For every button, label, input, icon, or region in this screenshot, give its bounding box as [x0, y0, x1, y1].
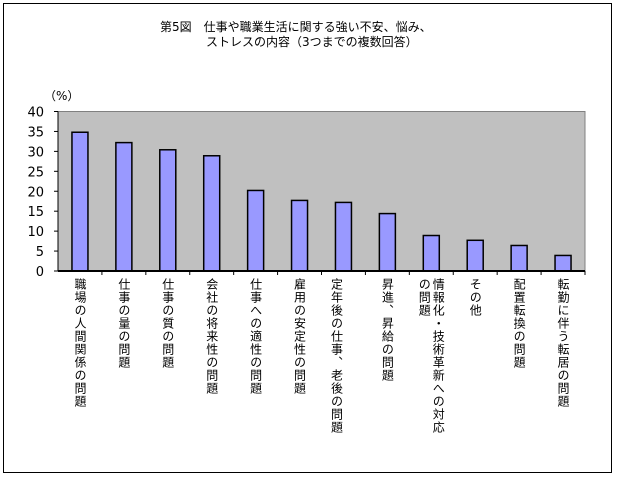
- y-tick-label: 40: [27, 106, 44, 121]
- bar: [554, 254, 572, 272]
- x-tick-label: 職場の人間関係の問題: [72, 278, 87, 408]
- bar: [510, 244, 528, 272]
- bar: [202, 155, 221, 272]
- y-tick-label: 10: [27, 225, 44, 240]
- y-tick-label: 15: [27, 205, 44, 220]
- x-tick-label: 定年後の仕事、老後の問題: [329, 278, 344, 434]
- y-tick-label: 25: [27, 165, 44, 180]
- x-tick-label: 情報化・技術革新への対応の問題: [417, 278, 446, 434]
- bar: [71, 131, 89, 272]
- x-tick-label: 転勤に伴う転居の問題: [556, 278, 571, 408]
- y-tick-label: 0: [36, 265, 44, 280]
- y-tick-label: 35: [27, 125, 44, 140]
- x-tick-label: 仕事の質の問題: [160, 278, 175, 369]
- chart-title: 第5図 仕事や職業生活に関する強い不安、悩み、 ストレスの内容（3つまでの複数回…: [160, 20, 480, 50]
- x-tick-label: 配置転換の問題: [512, 278, 527, 369]
- x-tick-label: その他: [468, 278, 483, 317]
- bar: [290, 199, 309, 272]
- bar: [466, 239, 484, 272]
- plot-area: [57, 111, 586, 272]
- x-tick-label: 仕事への適性の問題: [248, 278, 263, 395]
- y-axis-label: （%）: [44, 89, 79, 103]
- title-line-2: ストレスの内容（3つまでの複数回答）: [206, 35, 418, 49]
- bar: [159, 149, 177, 272]
- bar: [115, 141, 133, 272]
- x-tick-label: 雇用の安定性の問題: [292, 278, 307, 395]
- x-tick-label: 仕事の量の問題: [116, 278, 131, 369]
- y-tick-label: 5: [36, 245, 44, 260]
- x-tick-label: 昇進、昇給の問題: [380, 278, 395, 382]
- bar: [422, 234, 441, 272]
- y-tick-label: 30: [27, 145, 44, 160]
- bar: [334, 201, 353, 272]
- bar: [378, 212, 397, 272]
- title-line-1: 第5図 仕事や職業生活に関する強い不安、悩み、: [160, 20, 432, 34]
- y-tick-label: 20: [27, 185, 44, 200]
- x-tick-label: 会社の将来性の問題: [204, 278, 219, 395]
- bar: [246, 189, 265, 272]
- chart-frame: [3, 3, 612, 473]
